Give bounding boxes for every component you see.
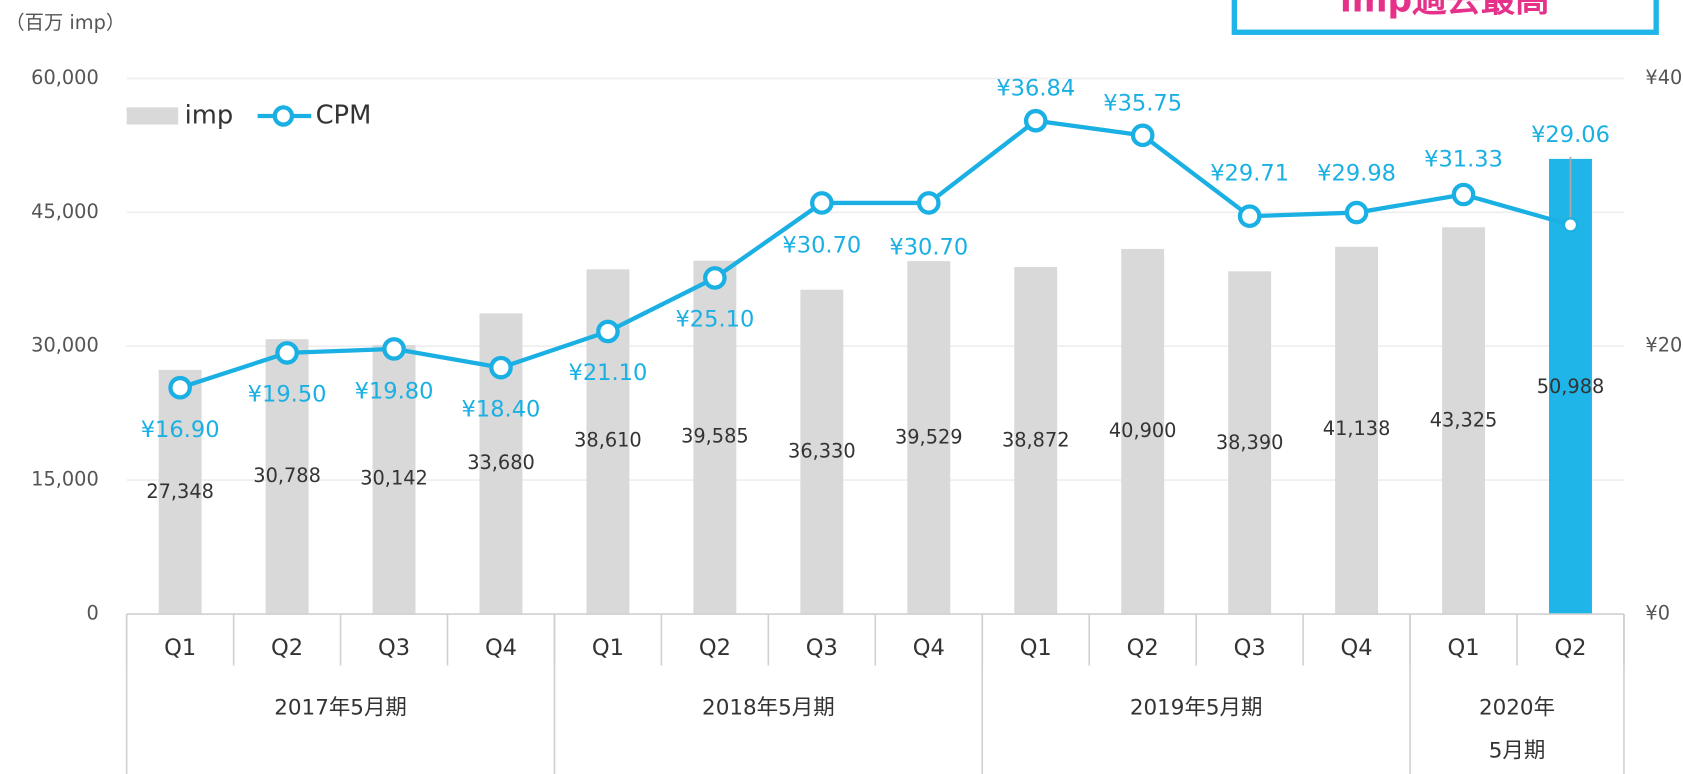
- cpm-value-label: ¥18.40: [462, 397, 541, 423]
- bar-value-label: 27,348: [146, 480, 214, 503]
- bar-value-label: 38,872: [1002, 429, 1070, 452]
- legend-swatch: [272, 105, 295, 127]
- group-label-line: 2020年: [1479, 695, 1555, 720]
- cpm-value-label: ¥29.98: [1317, 160, 1396, 186]
- cpm-point: [489, 355, 513, 380]
- y-tick-label: 30,000: [31, 334, 99, 357]
- bar-value-label: 39,585: [681, 424, 749, 447]
- x-tick-label: Q3: [1234, 635, 1266, 661]
- bar: [1121, 248, 1165, 615]
- unit-label: （百万 imp）: [5, 11, 125, 34]
- group-label: 2019年5月期: [1130, 695, 1263, 720]
- cpm-value-label: ¥35.75: [1103, 91, 1182, 117]
- cpm-point: [1451, 182, 1476, 207]
- x-tick-label: Q1: [592, 635, 624, 661]
- bar-value-label: 33,680: [467, 451, 535, 474]
- bar-value-label: 50,988: [1537, 375, 1605, 398]
- group-label: 2020年 5月期: [1479, 695, 1555, 763]
- bar: [265, 339, 309, 615]
- x-tick-label: Q2: [1127, 635, 1159, 661]
- bar: [693, 260, 737, 615]
- cpm-point: [596, 319, 620, 344]
- bar: [1442, 227, 1486, 615]
- legend-label: CPM: [316, 100, 372, 130]
- cpm-value-label: ¥19.80: [355, 378, 434, 404]
- cpm-value-label: ¥36.84: [996, 76, 1075, 102]
- cpm-value-label: ¥25.10: [675, 306, 754, 332]
- bar-value-label: 41,138: [1323, 417, 1391, 440]
- cpm-value-label: ¥29.71: [1210, 160, 1289, 186]
- cpm-value-label: ¥19.50: [248, 382, 327, 408]
- cpm-line: [179, 118, 1572, 390]
- bar: [800, 289, 844, 615]
- x-tick-label: Q3: [806, 635, 838, 661]
- x-tick-label: Q2: [699, 635, 731, 661]
- cpm-point: [382, 337, 406, 361]
- legend-swatch: [126, 107, 179, 125]
- x-tick-label: Q4: [1341, 635, 1373, 661]
- legend-label: imp: [185, 100, 234, 130]
- y2-tick-label: ¥40: [1645, 66, 1682, 89]
- bar-value-label: 30,788: [253, 464, 321, 487]
- cpm-point: [916, 191, 941, 215]
- x-tick-label: Q4: [485, 635, 517, 661]
- y-tick-label: 45,000: [31, 200, 99, 223]
- bar-value-label: 43,325: [1430, 408, 1498, 431]
- cpm-value-label: ¥21.10: [569, 360, 648, 386]
- bar: [907, 261, 951, 615]
- x-tick-label: Q1: [1020, 635, 1052, 661]
- annotation: imp過去最高: [1340, 0, 1549, 21]
- x-tick-label: Q4: [913, 635, 945, 661]
- cpm-point: [168, 375, 192, 400]
- bar-value-label: 38,390: [1216, 431, 1284, 454]
- bar: [372, 344, 416, 615]
- bar: [1549, 158, 1592, 615]
- y-tick-label: 15,000: [31, 468, 99, 491]
- cpm-value-label: ¥16.90: [141, 417, 220, 443]
- x-tick-label: Q1: [164, 635, 196, 661]
- group-label: 2017年5月期: [274, 695, 407, 720]
- bar: [1014, 267, 1058, 615]
- cpm-value-label: ¥29.06: [1531, 122, 1610, 148]
- cpm-point: [275, 341, 299, 365]
- cpm-point: [1130, 123, 1155, 148]
- bar: [1228, 271, 1272, 615]
- cpm-value-label: ¥30.70: [782, 232, 861, 258]
- cpm-value-label: ¥30.70: [889, 235, 968, 261]
- y-tick-label: 0: [86, 602, 98, 625]
- bar-value-label: 40,900: [1109, 419, 1177, 442]
- y2-tick-label: ¥0: [1645, 602, 1670, 625]
- y2-tick-label: ¥20: [1645, 334, 1682, 357]
- cpm-value-label: ¥31.33: [1424, 146, 1503, 172]
- cpm-point: [1562, 217, 1579, 233]
- group-label: 2018年5月期: [702, 695, 835, 720]
- bar: [1335, 246, 1379, 615]
- bar-value-label: 30,142: [360, 466, 428, 489]
- x-tick-label: Q3: [378, 635, 410, 661]
- bar-value-label: 36,330: [788, 439, 856, 462]
- cpm-point: [1023, 108, 1048, 133]
- bar-value-label: 39,529: [895, 425, 963, 448]
- y-tick-label: 60,000: [31, 66, 99, 89]
- x-tick-label: Q2: [1554, 635, 1586, 661]
- annotation-box: [1231, 0, 1659, 35]
- x-tick-label: Q2: [271, 635, 303, 661]
- cpm-point: [703, 266, 727, 290]
- bar: [158, 369, 202, 615]
- group-label-line: 5月期: [1489, 738, 1546, 763]
- bar-value-label: 38,610: [574, 429, 642, 452]
- cpm-point: [1237, 204, 1262, 229]
- x-tick-label: Q1: [1448, 635, 1480, 661]
- cpm-point: [810, 191, 834, 215]
- cpm-point: [1344, 200, 1369, 225]
